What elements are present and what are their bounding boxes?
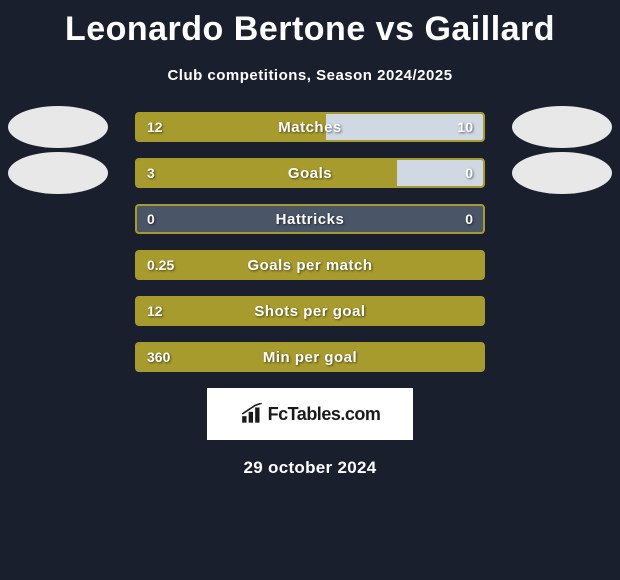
stat-row: Min per goal360 (135, 342, 485, 372)
player-avatar-left (8, 106, 108, 148)
stat-value-left: 12 (147, 298, 163, 324)
comparison-chart: Matches1210Goals30Hattricks00Goals per m… (0, 112, 620, 372)
stat-label: Shots per goal (137, 298, 483, 324)
stat-row: Hattricks0 0 (135, 204, 485, 234)
page-title: Leonardo Bertone vs Gaillard (0, 0, 620, 49)
stat-label: Matches (137, 114, 483, 140)
player-avatar-right (512, 106, 612, 148)
stat-row: Shots per goal12 (135, 296, 485, 326)
stat-label: Goals per match (137, 252, 483, 278)
stat-label: Min per goal (137, 344, 483, 370)
stat-value-right: 0 (465, 160, 473, 186)
subtitle: Club competitions, Season 2024/2025 (0, 67, 620, 84)
stat-value-left: 0 (147, 206, 155, 232)
player-avatar-right (512, 152, 612, 194)
player-avatar-left (8, 152, 108, 194)
stat-value-left: 12 (147, 114, 163, 140)
logo-text: FcTables.com (268, 404, 381, 425)
bars-icon (240, 403, 266, 425)
stat-value-left: 3 (147, 160, 155, 186)
stat-row: Goals3 0 (135, 158, 485, 188)
stat-value-right: 10 (457, 114, 473, 140)
stat-value-left: 0.25 (147, 252, 174, 278)
stat-row: Matches12 10 (135, 112, 485, 142)
stat-label: Goals (137, 160, 483, 186)
date-label: 29 october 2024 (0, 458, 620, 478)
logo: FcTables.com (207, 388, 413, 440)
stat-label: Hattricks (137, 206, 483, 232)
stat-value-left: 360 (147, 344, 170, 370)
stat-row: Goals per match0.25 (135, 250, 485, 280)
stat-value-right: 0 (465, 206, 473, 232)
